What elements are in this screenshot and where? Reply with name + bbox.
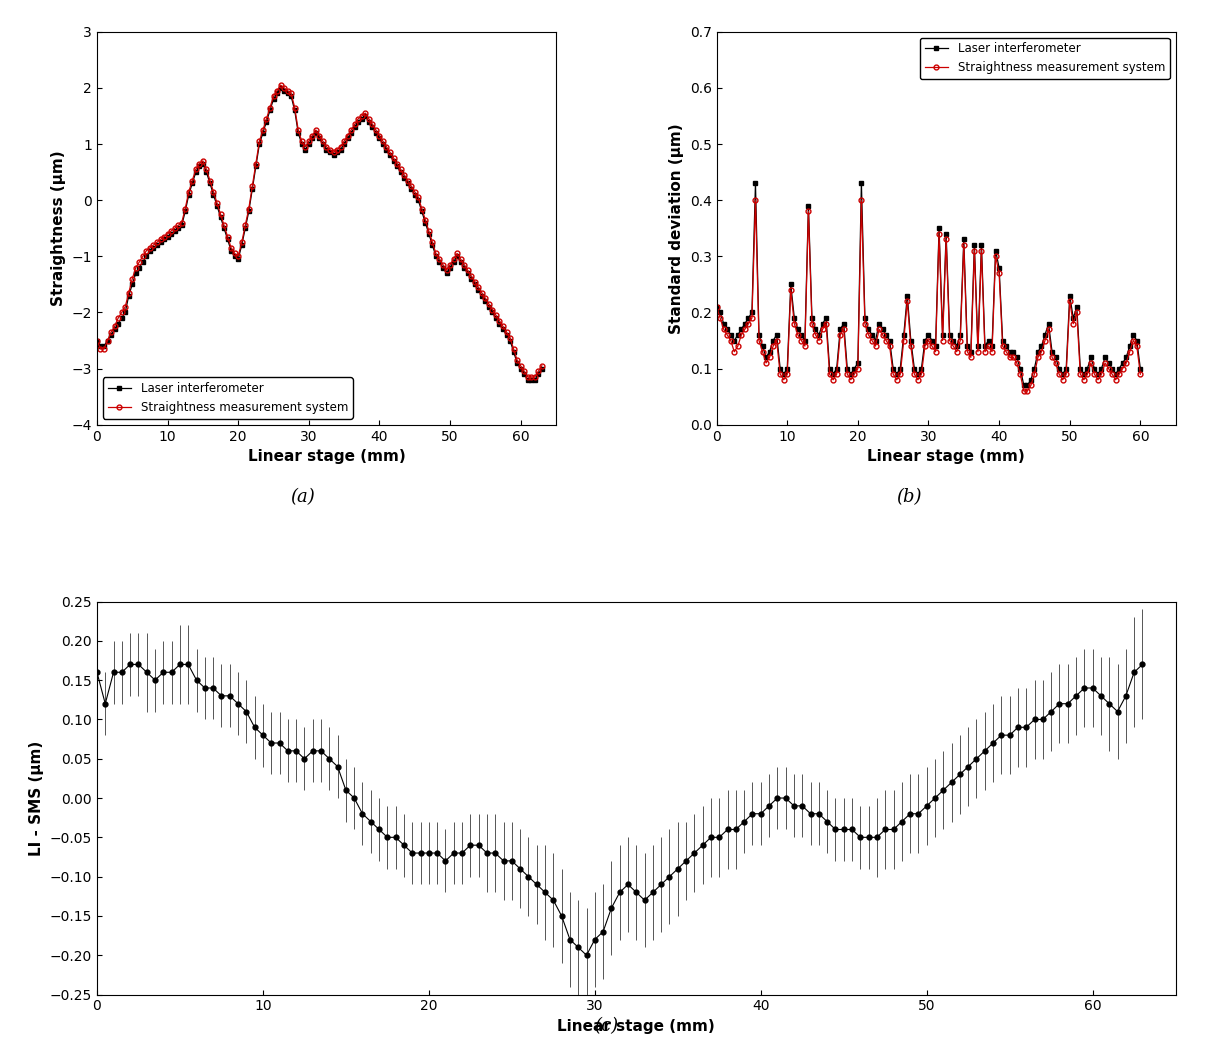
Straightness measurement system [351, 112, 366, 125]
Legend: Laser interferometer, Straightness measurement system: Laser interferometer, Straightness measu… [920, 38, 1170, 79]
Laser interferometer [978, 340, 993, 352]
Straightness measurement system [468, 275, 482, 288]
Y-axis label: LI - SMS (μm): LI - SMS (μm) [29, 741, 44, 856]
Line: Straightness measurement system: Straightness measurement system [95, 83, 544, 380]
Laser interferometer [1111, 362, 1126, 375]
Laser interferometer [534, 362, 549, 375]
Text: (c): (c) [594, 1018, 618, 1036]
X-axis label: Linear stage (mm): Linear stage (mm) [247, 450, 405, 464]
Laser interferometer [1017, 379, 1031, 391]
Straightness measurement system [273, 78, 287, 91]
Laser interferometer [273, 81, 287, 94]
Straightness measurement system [978, 345, 993, 358]
Laser interferometer [520, 373, 534, 386]
X-axis label: Linear stage (mm): Linear stage (mm) [868, 450, 1025, 464]
Straightness measurement system [534, 360, 549, 372]
Laser interferometer [351, 115, 366, 128]
Text: (a): (a) [291, 489, 315, 507]
Laser interferometer [1133, 362, 1148, 375]
Y-axis label: Standard deviation (μm): Standard deviation (μm) [669, 123, 685, 333]
Straightness measurement system [893, 368, 908, 381]
Laser interferometer [748, 177, 762, 189]
Line: Straightness measurement system: Straightness measurement system [714, 198, 1143, 394]
Straightness measurement system [748, 194, 762, 206]
Laser interferometer [709, 300, 724, 313]
Straightness measurement system [90, 334, 104, 347]
Straightness measurement system [376, 134, 390, 147]
Straightness measurement system [358, 107, 372, 120]
Straightness measurement system [812, 334, 827, 347]
Line: Laser interferometer: Laser interferometer [714, 181, 1143, 388]
Straightness measurement system [110, 312, 125, 325]
X-axis label: Linear stage (mm): Linear stage (mm) [558, 1019, 715, 1034]
Straightness measurement system [755, 345, 770, 358]
Y-axis label: Straightness (μm): Straightness (μm) [51, 150, 65, 306]
Straightness measurement system [999, 345, 1013, 358]
Laser interferometer [358, 110, 372, 123]
Straightness measurement system [1133, 368, 1148, 381]
Laser interferometer [110, 317, 125, 330]
Laser interferometer [893, 362, 908, 375]
Text: (b): (b) [896, 489, 922, 507]
Laser interferometer [812, 329, 827, 342]
Legend: Laser interferometer, Straightness measurement system: Laser interferometer, Straightness measu… [103, 378, 353, 419]
Straightness measurement system [1017, 385, 1031, 398]
Laser interferometer [755, 340, 770, 352]
Straightness measurement system [507, 343, 521, 355]
Straightness measurement system [1111, 368, 1126, 381]
Laser interferometer [376, 138, 390, 150]
Line: Laser interferometer: Laser interferometer [95, 86, 544, 382]
Laser interferometer [507, 345, 521, 358]
Laser interferometer [90, 334, 104, 347]
Straightness measurement system [709, 300, 724, 313]
Laser interferometer [999, 340, 1013, 352]
Straightness measurement system [520, 370, 534, 383]
Laser interferometer [468, 278, 482, 291]
